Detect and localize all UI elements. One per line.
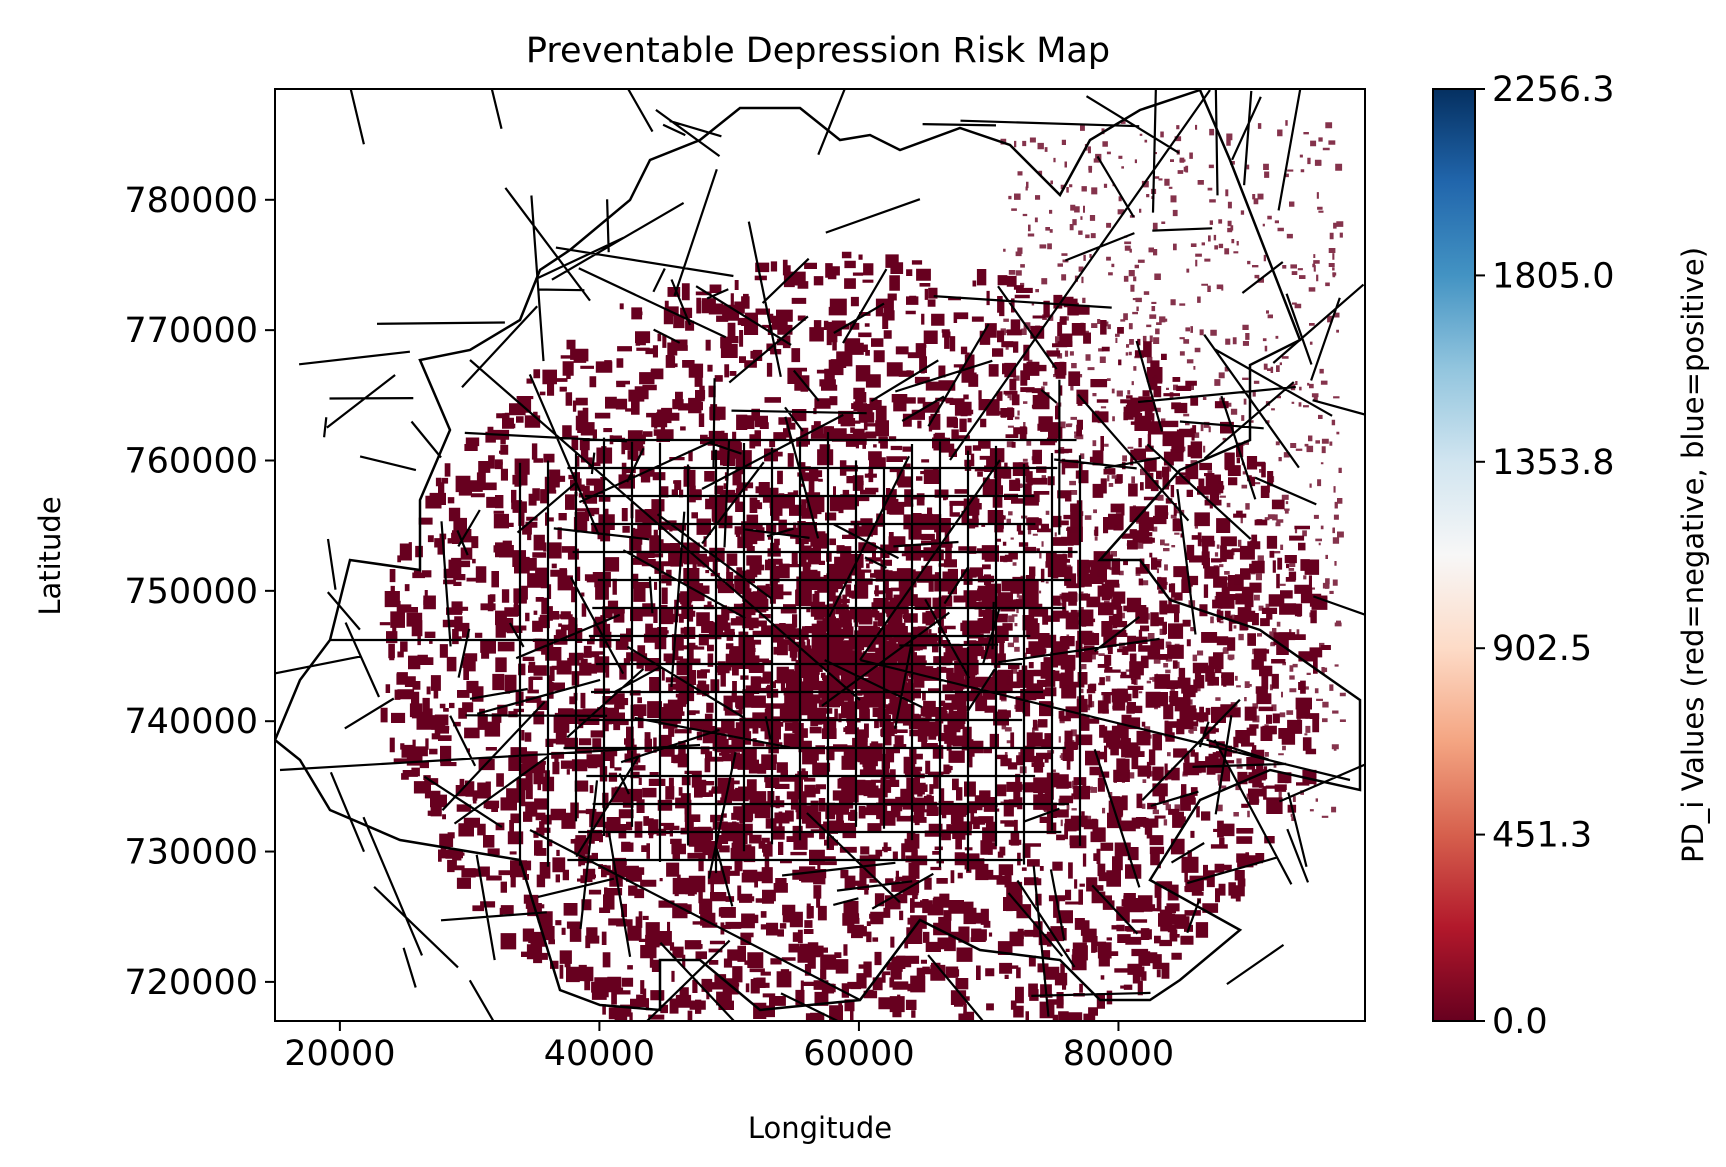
tract-boundary-lines	[275, 89, 1365, 1021]
colorbar-tick-label: 451.3	[1492, 816, 1592, 856]
y-axis: 720000 730000 740000 750000 760000 770000 7800…	[124, 181, 275, 1003]
x-tick-label: 20000	[284, 1034, 395, 1074]
colorbar-ticks: 0.0 451.3 902.5 1353.8 1805.0 2256.3	[1475, 70, 1614, 1042]
x-tick-label: 40000	[544, 1034, 655, 1074]
y-tick-label: 720000	[124, 963, 258, 1003]
y-tick-label: 740000	[124, 702, 258, 742]
colorbar-tick-label: 902.5	[1492, 629, 1592, 669]
colorbar-gradient	[1432, 88, 1476, 1022]
colorbar-tick-label: 2256.3	[1492, 70, 1614, 110]
x-axis: 20000 40000 60000 80000	[284, 1021, 1174, 1074]
y-tick-label: 780000	[124, 181, 258, 221]
x-tick-label: 60000	[803, 1034, 914, 1074]
outer-boundary	[275, 89, 1362, 1012]
y-tick-label: 770000	[124, 311, 258, 351]
y-tick-label: 750000	[124, 572, 258, 612]
plot-frame	[274, 88, 1366, 1022]
x-axis-label: Longitude	[748, 1111, 892, 1145]
x-tick-label: 80000	[1063, 1034, 1174, 1074]
colorbar-tick-label: 0.0	[1492, 1002, 1548, 1042]
colorbar-label: PD_i Values (red=negative, blue=positive…	[1676, 247, 1710, 863]
y-tick-label: 760000	[124, 441, 258, 481]
colorbar-tick-label: 1353.8	[1492, 443, 1614, 483]
chart-title: Preventable Depression Risk Map	[526, 31, 1110, 71]
colorbar-tick-label: 1805.0	[1492, 256, 1614, 296]
y-axis-label: Latitude	[33, 496, 67, 615]
tract-boundaries	[275, 89, 1365, 1021]
map-plot-area	[274, 88, 1366, 1022]
y-tick-label: 730000	[124, 833, 258, 873]
colorbar: 0.0 451.3 902.5 1353.8 1805.0 2256.3 PD_i Val…	[1432, 70, 1710, 1042]
